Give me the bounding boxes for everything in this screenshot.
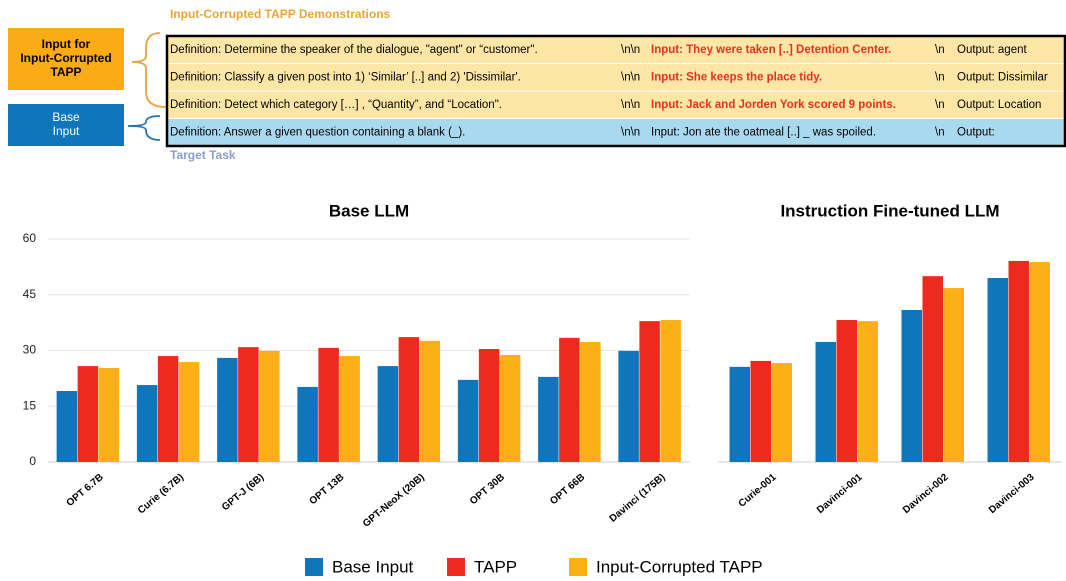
- row-sep2: \n: [935, 44, 945, 56]
- bar: [1029, 262, 1050, 462]
- left-box-base: [8, 104, 124, 146]
- bar: [318, 347, 339, 462]
- row-input: Input: She keeps the place tidy.: [651, 72, 822, 84]
- chart-title: Base LLM: [329, 201, 409, 220]
- bar: [377, 366, 399, 462]
- x-tick-label: Davinci-003: [987, 472, 1037, 516]
- legend-swatch: [569, 558, 587, 576]
- bar: [217, 357, 238, 462]
- bar: [1008, 260, 1029, 462]
- bar: [943, 288, 964, 462]
- bar: [259, 350, 280, 462]
- bar: [857, 321, 878, 462]
- legend-label: TAPP: [474, 557, 517, 576]
- x-tick-label: Davinci-002: [901, 472, 951, 516]
- bar: [478, 349, 500, 462]
- legend-swatch: [447, 558, 465, 576]
- row-sep: \n\n: [621, 44, 640, 56]
- left-box-corrupted: [8, 28, 124, 90]
- bar: [457, 379, 479, 462]
- x-tick-label: OPT 30B: [468, 472, 507, 507]
- chart-title: Instruction Fine-tuned LLM: [780, 201, 999, 220]
- bar: [750, 360, 771, 462]
- bar: [987, 278, 1008, 462]
- rows-frame: [165, 34, 1066, 148]
- row-definition: Definition: Classify a given post into 1…: [170, 72, 521, 84]
- y-tick-label: 45: [23, 287, 37, 301]
- bar: [729, 366, 750, 462]
- bar: [136, 385, 158, 462]
- x-tick-label: Davinci (175B): [608, 472, 668, 525]
- row-input: Input: Jack and Jorden York scored 9 poi…: [651, 99, 896, 111]
- row-output: Output: Dissimilar: [957, 72, 1048, 84]
- bar: [77, 366, 99, 462]
- bar: [771, 363, 792, 462]
- y-tick-label: 15: [23, 398, 37, 412]
- bar: [238, 347, 259, 462]
- x-tick-label: GPT-J (6B): [220, 472, 266, 513]
- bar: [660, 320, 681, 462]
- bar: [419, 340, 441, 462]
- row-sep2: \n: [935, 99, 945, 111]
- diagram-header: Input-Corrupted TAPP Demonstrations: [170, 7, 391, 21]
- brace-corrupted: [131, 32, 167, 108]
- bar: [639, 321, 660, 462]
- bar: [178, 362, 200, 462]
- diagram-footer: Target Task: [170, 148, 236, 162]
- bar: [56, 391, 78, 462]
- x-tick-label: OPT 6.7B: [65, 472, 106, 509]
- row-sep2: \n: [935, 72, 945, 84]
- row-input: Input: Jon ate the oatmeal [..] _ was sp…: [651, 127, 876, 139]
- bar: [398, 337, 420, 462]
- row-sep: \n\n: [621, 99, 640, 111]
- x-tick-label: OPT 13B: [307, 472, 346, 507]
- bar: [297, 386, 318, 462]
- legend-label: Input-Corrupted TAPP: [596, 557, 763, 576]
- bar: [580, 341, 601, 462]
- bar: [339, 356, 360, 462]
- x-tick-label: Davinci-001: [815, 472, 865, 516]
- row-definition: Definition: Detect which category […] , …: [170, 99, 502, 111]
- brace-base: [127, 115, 161, 141]
- row-output: Output:: [957, 127, 995, 139]
- y-tick-label: 30: [23, 343, 37, 357]
- x-tick-label: Curie-001: [737, 472, 779, 510]
- bar: [836, 320, 857, 462]
- row-sep: \n\n: [621, 72, 640, 84]
- row-output: Output: Location: [957, 99, 1041, 111]
- row-bg: [166, 118, 1066, 147]
- bar: [901, 309, 922, 462]
- bar: [815, 341, 836, 462]
- legend-swatch: [305, 558, 323, 576]
- y-tick-label: 0: [29, 454, 36, 468]
- row-definition: Definition: Determine the speaker of the…: [170, 44, 538, 56]
- row-sep2: \n: [935, 127, 945, 139]
- row-sep: \n\n: [621, 127, 640, 139]
- bar: [922, 276, 943, 462]
- bar: [559, 337, 580, 462]
- bar: [157, 356, 179, 462]
- legend-label: Base Input: [332, 557, 414, 576]
- y-tick-label: 60: [23, 231, 37, 245]
- row-output: Output: agent: [957, 44, 1027, 56]
- left-box-label: Input for Input-Corrupted TAPP: [20, 37, 111, 79]
- bar: [618, 350, 639, 462]
- row-input: Input: They were taken [..] Detention Ce…: [651, 44, 891, 56]
- bar: [538, 376, 559, 462]
- x-tick-label: GPT-NeoX (20B): [361, 472, 427, 530]
- left-box-label: Base Input: [52, 110, 80, 138]
- x-tick-label: Curie (6.7B): [136, 472, 186, 517]
- row-definition: Definition: Answer a given question cont…: [170, 127, 465, 139]
- x-tick-label: OPT 66B: [548, 472, 587, 507]
- bar: [499, 354, 521, 462]
- bar: [98, 367, 120, 462]
